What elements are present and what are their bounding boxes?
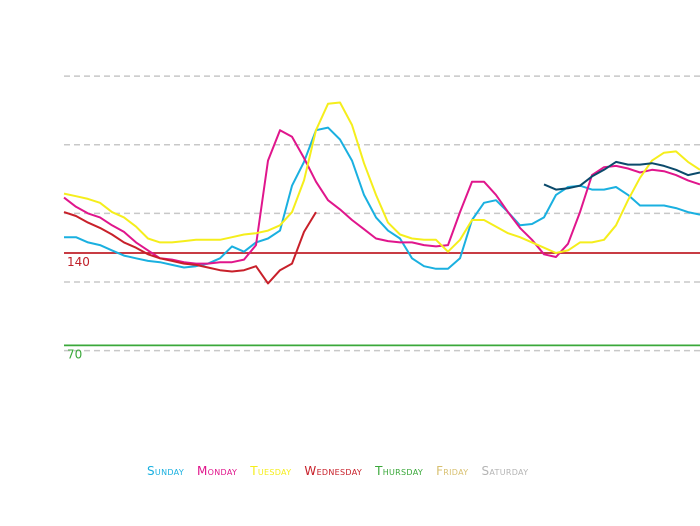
series-line — [543, 160, 700, 191]
reference-label: 70 — [67, 347, 82, 361]
series-line — [63, 101, 700, 254]
legend-item: Tuesday — [250, 464, 292, 478]
series-line — [63, 211, 317, 285]
legend-item: Thursday — [375, 464, 424, 478]
legend-item: Saturday — [481, 464, 529, 478]
legend-item: Wednesday — [304, 464, 363, 478]
legend: Sunday Monday Tuesday Wednesday Thursday Frid… — [147, 464, 528, 478]
series-line — [64, 126, 700, 270]
legend-item: Monday — [197, 464, 238, 478]
legend-item: Sunday — [147, 464, 185, 478]
series-line — [63, 129, 700, 265]
reference-label: 140 — [67, 255, 90, 269]
legend-item: Friday — [436, 464, 469, 478]
